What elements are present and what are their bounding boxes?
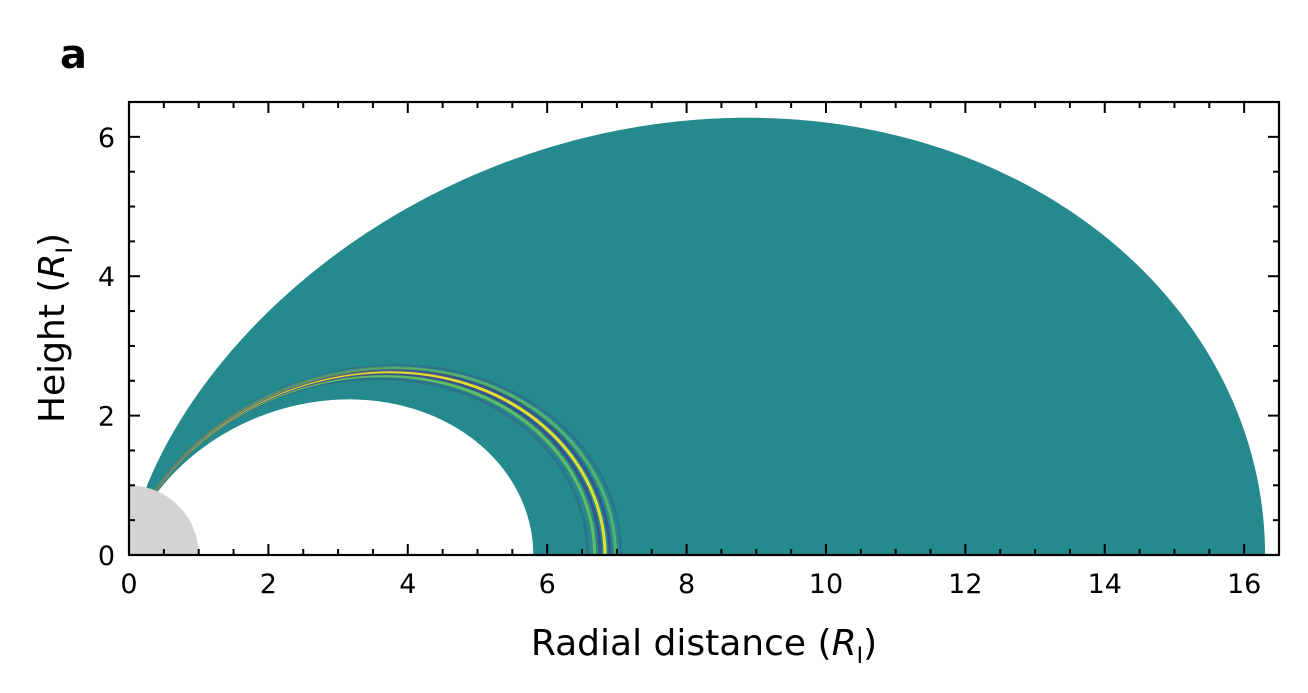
x-unit-symbol: R	[832, 623, 857, 664]
y-tick-label: 4	[98, 262, 115, 293]
wave-packet	[153, 364, 623, 555]
axis-ticks	[128, 101, 1280, 556]
x-tick-label: 8	[678, 569, 695, 600]
x-tick-label: 10	[809, 569, 843, 600]
plot-frame	[127, 100, 1281, 557]
y-axis-label-text: Height	[32, 304, 73, 423]
x-tick-label: 16	[1227, 569, 1261, 600]
panel-label: a	[60, 32, 87, 78]
x-tick-label: 14	[1088, 569, 1122, 600]
y-tick-label: 6	[98, 123, 115, 154]
y-tick-labels: 0 2 4 6	[98, 123, 115, 572]
wave-band-5	[154, 366, 617, 555]
x-tick-label: 2	[260, 569, 277, 600]
y-tick-label: 2	[98, 402, 115, 433]
y-unit-subscript: I	[53, 247, 78, 254]
plot-area	[129, 117, 1266, 555]
x-tick-label: 4	[399, 569, 416, 600]
x-tick-label: 6	[539, 569, 556, 600]
y-tick-label: 0	[98, 541, 115, 572]
planet-disk	[129, 485, 199, 555]
x-unit-subscript: I	[857, 644, 864, 669]
wave-band-6	[153, 364, 623, 555]
x-axis-label: Radial distance (RI)	[531, 623, 877, 669]
x-tick-label: 12	[948, 569, 982, 600]
x-tick-label: 0	[120, 569, 137, 600]
y-axis-label: Height (RI)	[32, 233, 78, 423]
x-axis-label-text: Radial distance	[531, 623, 806, 664]
x-tick-labels: 0 2 4 6 8 10 12 14 16	[120, 569, 1261, 600]
y-unit-symbol: R	[32, 254, 73, 279]
inner-field-cutout	[129, 399, 534, 555]
